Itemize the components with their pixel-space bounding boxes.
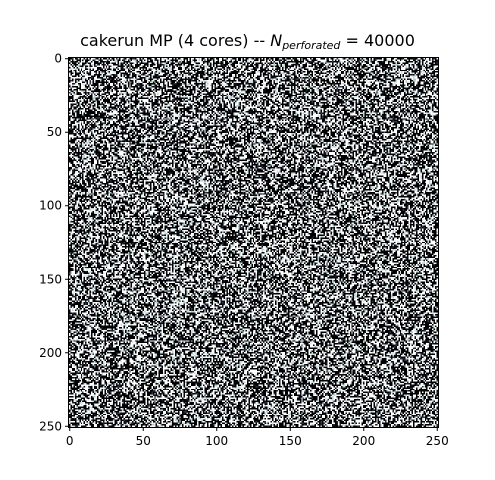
y-tick-label: 150 bbox=[39, 272, 62, 286]
x-tick-label: 200 bbox=[352, 434, 375, 448]
y-axis: 0 50 100 150 200 250 bbox=[39, 52, 69, 433]
x-tick-label: 250 bbox=[426, 434, 449, 448]
title-subscript: perforated bbox=[282, 39, 341, 52]
title-symbol: N bbox=[270, 31, 283, 50]
y-tick-label: 100 bbox=[39, 199, 62, 213]
title-prefix: cakerun MP (4 cores) -- bbox=[80, 31, 271, 50]
x-axis: 0 50 100 150 200 250 bbox=[66, 427, 449, 448]
title-suffix: = 40000 bbox=[340, 31, 415, 50]
y-tick-label: 200 bbox=[39, 346, 62, 360]
plot-frame bbox=[68, 57, 439, 428]
x-tick-label: 150 bbox=[279, 434, 302, 448]
x-tick-label: 100 bbox=[205, 434, 228, 448]
x-tick-label: 0 bbox=[66, 434, 74, 448]
heatmap-image bbox=[69, 58, 438, 427]
y-tick-label: 50 bbox=[47, 125, 62, 139]
plot-area bbox=[68, 57, 439, 428]
y-tick-label: 250 bbox=[39, 419, 62, 433]
chart-title: cakerun MP (4 cores) -- Nperforated = 40… bbox=[0, 31, 495, 52]
x-tick-label: 50 bbox=[136, 434, 151, 448]
y-tick-label: 0 bbox=[54, 52, 62, 66]
